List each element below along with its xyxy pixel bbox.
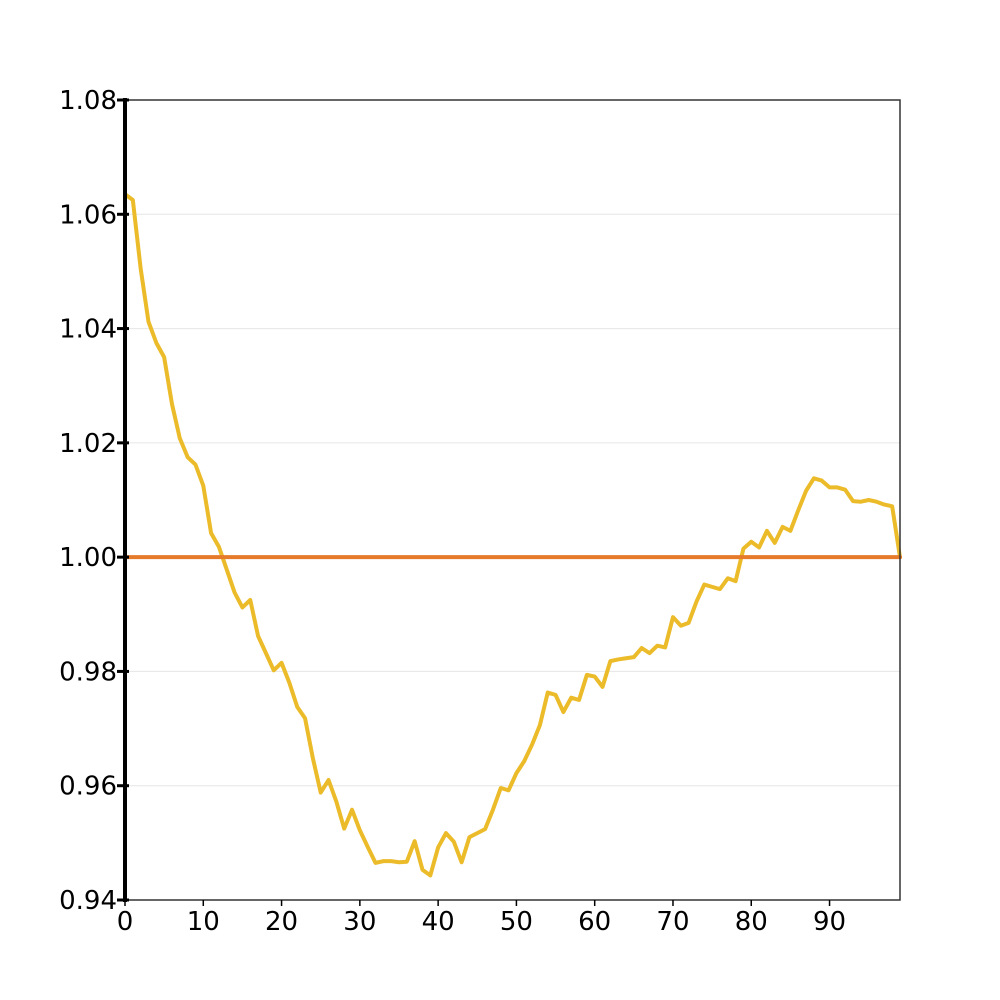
x-tick-label-4: 40 [422,907,455,937]
y-tick-label-3: 1.00 [59,543,117,573]
y-tick-label-0: 0.94 [59,886,117,916]
x-tick-label-5: 50 [500,907,533,937]
y-tick-label-4: 1.02 [59,429,117,459]
series-layer [123,192,902,878]
x-tick-label-2: 20 [265,907,298,937]
x-tick-label-1: 10 [187,907,220,937]
series-line-0 [123,192,902,878]
y-tick-label-1: 0.96 [59,772,117,802]
x-tick-label-6: 60 [578,907,611,937]
x-tick-label-0: 0 [117,907,134,937]
x-tick-label-8: 80 [735,907,768,937]
x-tick-label-7: 70 [656,907,689,937]
y-tick-label-6: 1.06 [59,200,117,230]
y-tick-label-2: 0.98 [59,657,117,687]
x-tick-label-3: 30 [343,907,376,937]
y-axis-ticks: 0.94 0.96 0.98 1.00 1.02 1.04 1.06 1.08 [59,86,129,916]
y-tick-label-5: 1.04 [59,315,117,345]
x-axis-ticks: 0 10 20 30 40 50 60 70 80 90 [117,900,846,937]
y-tick-label-7: 1.08 [59,86,117,116]
x-tick-label-9: 90 [813,907,846,937]
